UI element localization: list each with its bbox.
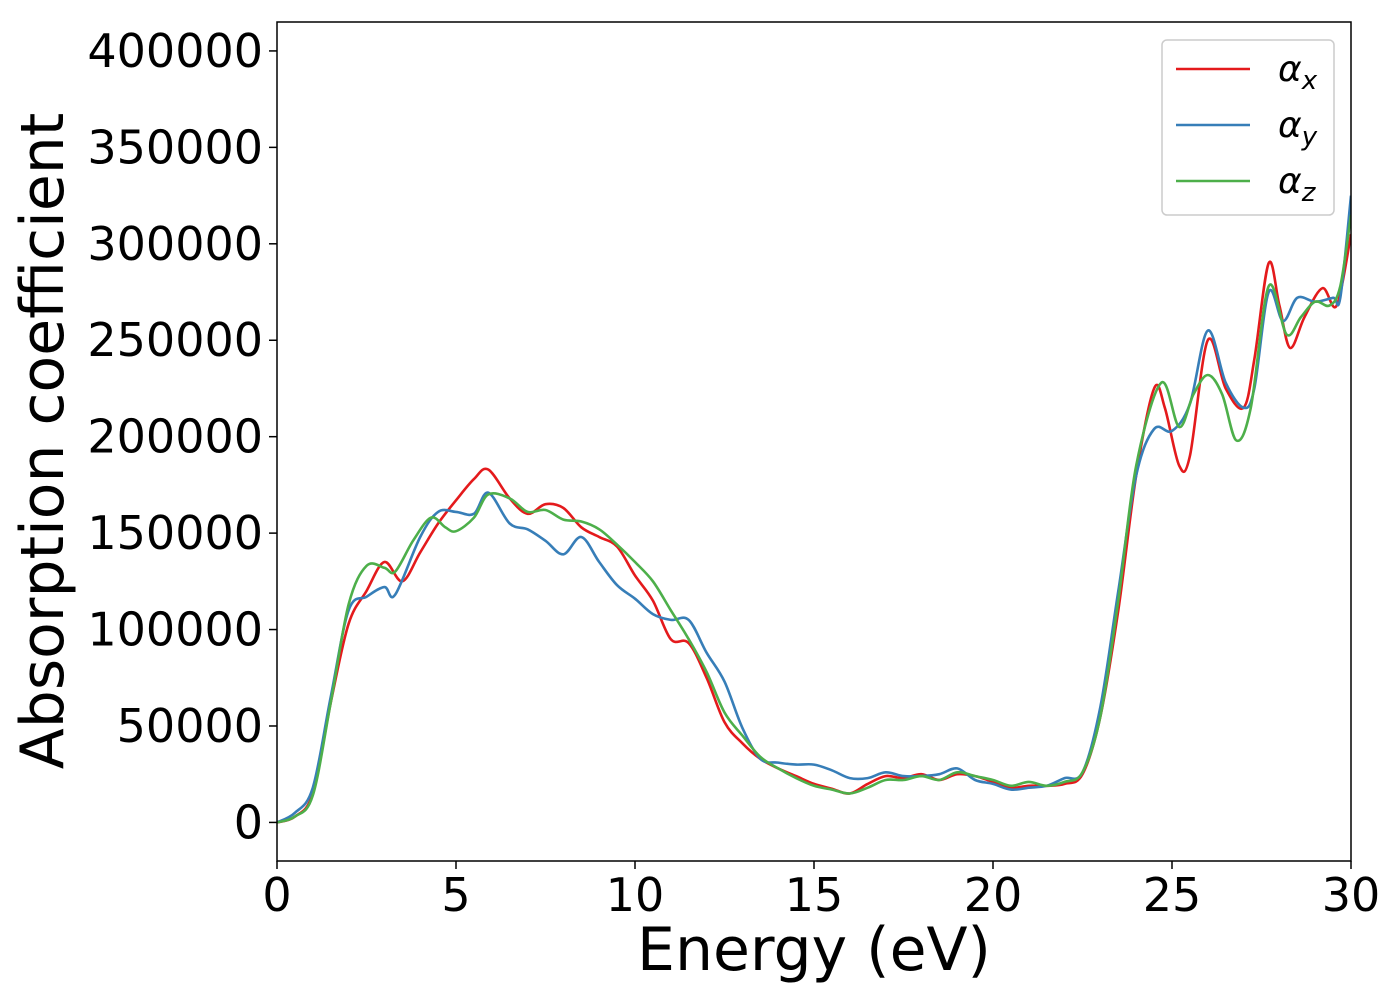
plot-lines xyxy=(277,195,1351,824)
y-tick-label: 400000 xyxy=(87,24,263,78)
y-tick-label: 0 xyxy=(234,795,263,849)
x-tick-label: 10 xyxy=(606,868,665,922)
y-axis-title: Absorption coefficient xyxy=(8,113,78,770)
y-tick-label: 150000 xyxy=(87,506,263,560)
x-tick-label: 0 xyxy=(262,868,291,922)
series-line-y xyxy=(277,195,1351,824)
x-tick-label: 5 xyxy=(441,868,470,922)
series-line-z xyxy=(277,214,1351,824)
y-tick-label: 200000 xyxy=(87,410,263,464)
series-line-x xyxy=(277,233,1351,824)
y-tick-label: 250000 xyxy=(87,313,263,367)
legend-label-x: αx xyxy=(1278,49,1318,96)
x-tick-label: 30 xyxy=(1322,868,1381,922)
y-tick-label: 300000 xyxy=(87,217,263,271)
y-axis-ticks: 0 50000 100000 150000 200000 250000 300000 3500… xyxy=(87,24,277,849)
x-axis-ticks: 0 5 10 15 20 25 30 xyxy=(262,861,1380,922)
x-axis-title: Energy (eV) xyxy=(637,915,991,985)
legend-frame xyxy=(1161,39,1335,216)
y-tick-label: 350000 xyxy=(87,120,263,174)
x-tick-label: 15 xyxy=(785,868,844,922)
legend: αx αy αz xyxy=(1161,39,1335,216)
x-tick-label: 20 xyxy=(964,868,1023,922)
y-tick-label: 50000 xyxy=(117,699,263,753)
legend-label-y: αy xyxy=(1278,105,1318,152)
x-tick-label: 25 xyxy=(1143,868,1202,922)
y-tick-label: 100000 xyxy=(87,603,263,657)
legend-label-z: αz xyxy=(1278,161,1317,208)
